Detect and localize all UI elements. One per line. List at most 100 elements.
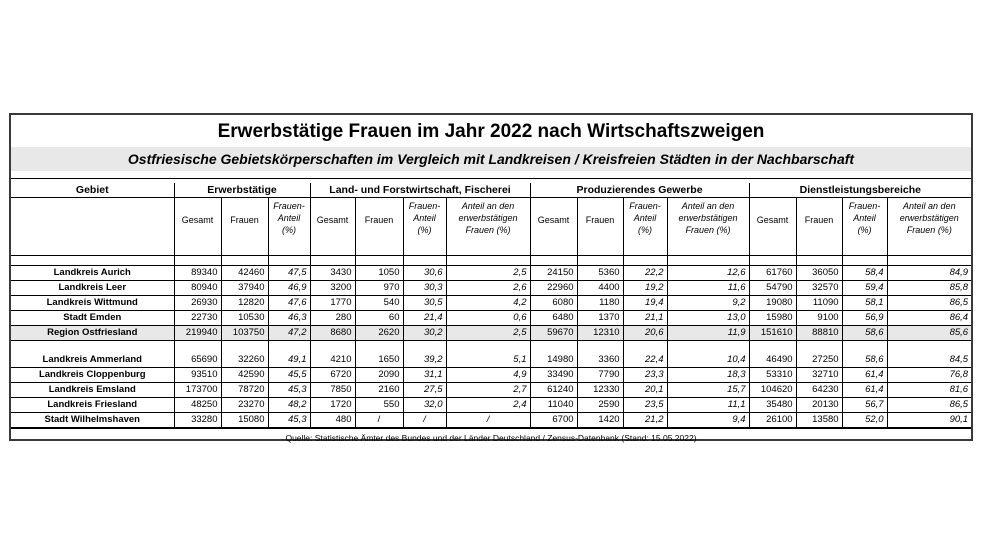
table-cell: 11090 [795,295,843,311]
spacer-cell [402,255,446,266]
table-cell: 280 [309,310,355,326]
page-subtitle: Ostfriesische Gebietskörperschaften im V… [11,147,971,171]
sub-header-anteil-erwerbstaetige-line: Anteil an den [903,201,956,211]
table-cell: 65690 [173,353,221,368]
sub-header-gesamt: Gesamt [309,197,355,256]
spacer-cell [886,255,972,266]
table-cell: 20,1 [622,382,668,398]
row-name: Landkreis Aurich [11,265,174,281]
table-cell: 56,9 [841,310,888,326]
sub-header-gesamt: Gesamt [173,197,221,256]
table-cell: 47,5 [267,265,310,281]
table-cell: 104620 [748,382,797,398]
table-cell: 540 [354,295,403,311]
table-cell: 47,2 [267,325,310,341]
table-cell: 4,9 [445,367,531,383]
gap-cell [622,340,668,353]
group-header-row: Gebiet Erwerbstätige Land- und Forstwirt… [11,183,972,198]
table-cell: 27250 [795,353,843,368]
sub-header-frauen-anteil-line: Frauen- [408,201,441,211]
header-landwirtschaft: Land- und Forstwirtschaft, Fischerei [309,183,531,198]
page-title: Erwerbstätige Frauen im Jahr 2022 nach W… [217,121,765,142]
table-cell: 0,6 [445,310,531,326]
table-row: Stadt Emden 22730 10530 46,3 280 60 21,4 0,6 648… [11,310,972,326]
table-cell: 15080 [220,412,268,428]
spacer-cell [795,255,843,266]
sub-header-frauen-anteil-line: Anteil [277,213,301,223]
table-cell: 12330 [576,382,624,398]
table-cell: 103750 [220,325,268,341]
header-gebiet: Gebiet [11,183,174,198]
sub-header-anteil-erwerbstaetige-line: erwerbstätigen [458,213,518,223]
table-cell: 85,8 [886,280,972,296]
gap-cell [402,340,446,353]
sub-header-anteil-erwerbstaetige-line: erwerbstätigen [899,213,959,223]
spacer-cell [173,255,221,266]
sub-header-frauen-line: Frauen [230,215,259,225]
table-cell: 2090 [354,367,403,383]
table-cell: 13,0 [666,310,750,326]
sub-header-anteil-erwerbstaetige-line: Frauen (%) [685,225,731,235]
table-cell: 15,7 [666,382,750,398]
table-cell: 4,2 [445,295,531,311]
table-cell: 86,4 [886,310,972,326]
gap-cell [795,340,843,353]
gap-cell [173,340,221,353]
gap-cell [309,340,355,353]
table-cell: 56,7 [841,397,888,413]
table-cell: 52,0 [841,412,888,428]
table-cell: 49,1 [267,353,310,368]
table-cell: 6720 [309,367,355,383]
table-row: Landkreis Wittmund 26930 12820 47,6 1770 540 3… [11,295,972,311]
row-name: Landkreis Emsland [11,382,174,398]
table-cell: 35480 [748,397,797,413]
row-name: Landkreis Cloppenburg [11,367,174,383]
table-cell: 21,1 [622,310,668,326]
table-cell: 64230 [795,382,843,398]
table-cell: 88810 [795,325,843,341]
gap-cell [445,340,531,353]
table-cell: 9,4 [666,412,750,428]
spacer-cell [11,255,174,266]
table-cell: 2,7 [445,382,531,398]
sub-header-frauen-anteil-line: (%) [282,225,296,235]
table-cell: 22960 [529,280,578,296]
gap-cell [267,340,310,353]
table-cell: 15980 [748,310,797,326]
table-row: Landkreis Leer 80940 37940 46,9 3200 970 30,3 2… [11,280,972,296]
sub-header-gesamt-line: Gesamt [181,215,214,225]
table-cell: 81,6 [886,382,972,398]
table-cell: 2590 [576,397,624,413]
table-cell: 1720 [309,397,355,413]
table-cell: 19,4 [622,295,668,311]
gap-cell [666,340,750,353]
table-cell: 151610 [748,325,797,341]
table-row: Landkreis Friesland 48250 23270 48,2 1720 550… [11,397,972,413]
table-cell: 23,5 [622,397,668,413]
table-cell: 46,3 [267,310,310,326]
table-cell: 1050 [354,265,403,281]
sub-header-gesamt-line: Gesamt [316,215,349,225]
table-cell: 58,4 [841,265,888,281]
table-cell: 24150 [529,265,578,281]
table-cell: 19,2 [622,280,668,296]
table-cell: 23270 [220,397,268,413]
sub-header-anteil-erwerbstaetige-line: erwerbstätigen [678,213,738,223]
table-cell: 53310 [748,367,797,383]
spacer-row [11,255,972,266]
table-cell: 970 [354,280,403,296]
table-cell: 59670 [529,325,578,341]
table-cell: 45,5 [267,367,310,383]
table-cell: 3200 [309,280,355,296]
table-cell: 45,3 [267,412,310,428]
table-cell: 76,8 [886,367,972,383]
table-cell: 22730 [173,310,221,326]
table-cell: 12310 [576,325,624,341]
table-cell: 27,5 [402,382,446,398]
table-cell: 2,5 [445,325,531,341]
table-cell: 2620 [354,325,403,341]
table-cell: 1770 [309,295,355,311]
sub-header-frauen-anteil: Frauen- Anteil (%) [402,197,446,256]
table-cell: 11040 [529,397,578,413]
table-cell: 2,5 [445,265,531,281]
